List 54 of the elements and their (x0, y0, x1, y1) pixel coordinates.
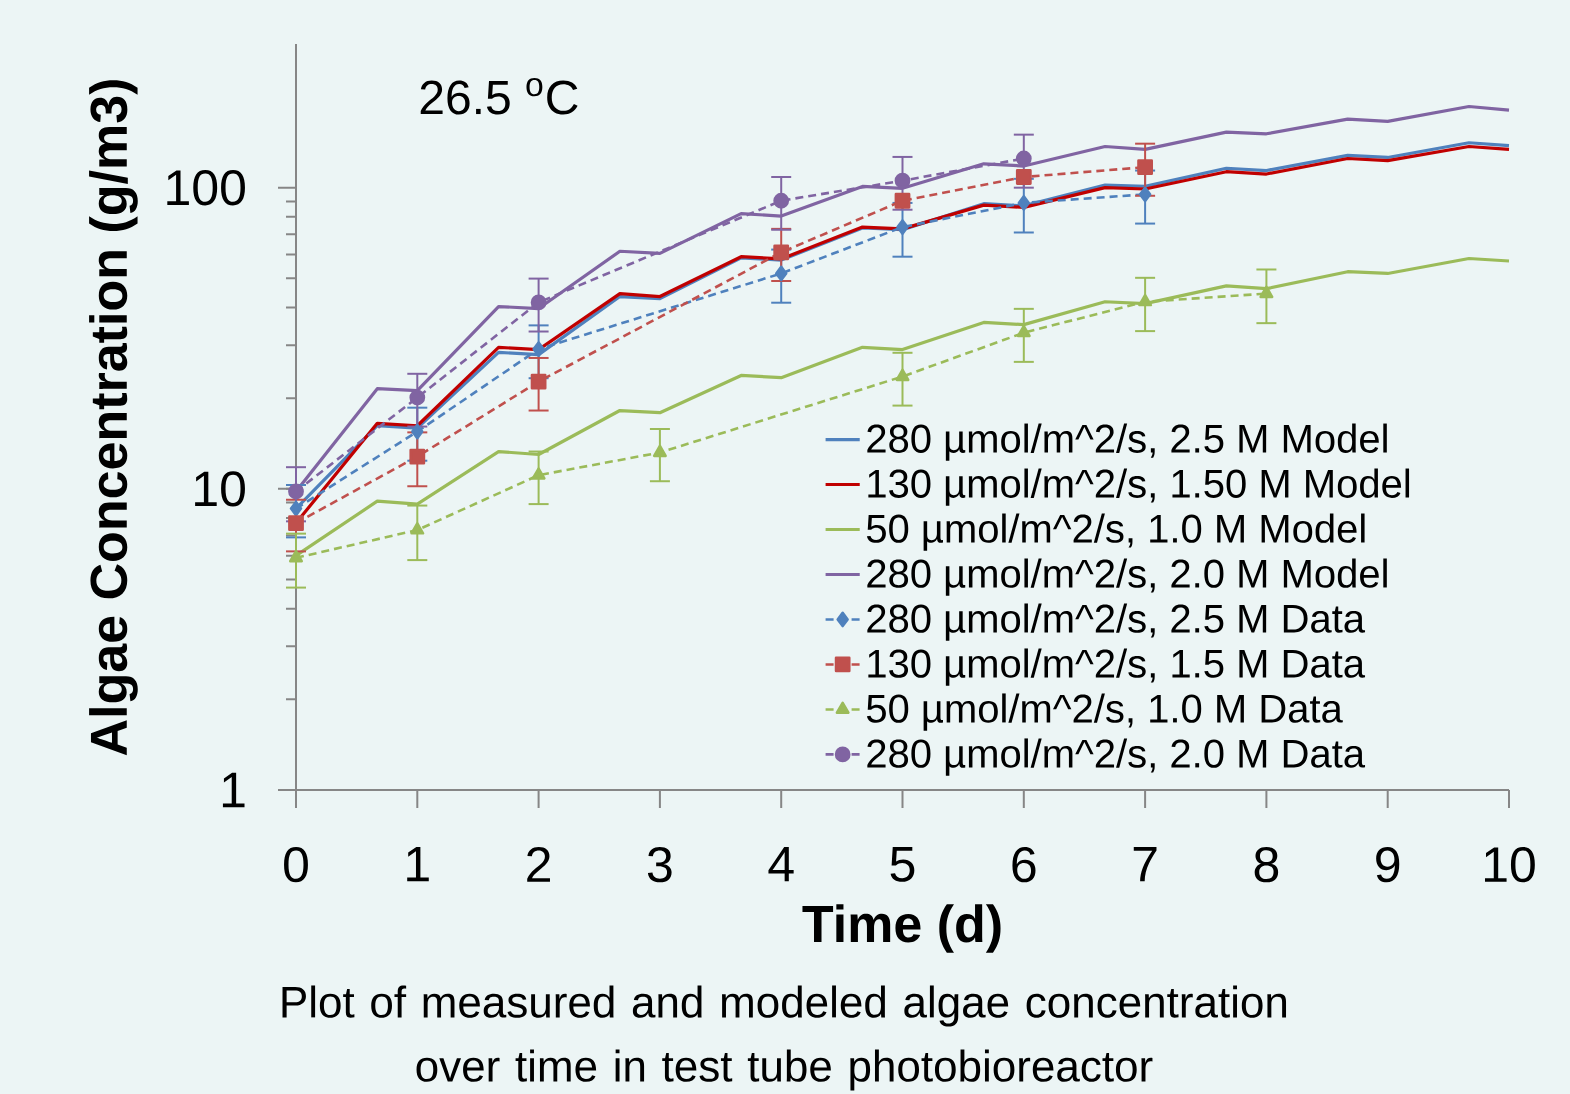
point (1016, 324, 1031, 338)
point (894, 172, 911, 189)
point (530, 294, 547, 311)
x-tick-label: 8 (1254, 846, 1279, 883)
x-axis-title: Time (d) (802, 904, 1001, 953)
y-tick-label: 10 (195, 471, 245, 507)
point (1137, 159, 1153, 176)
legend-label: 50 µmol/m^2/s, 1.0 M Model (866, 513, 1365, 551)
point (531, 467, 546, 480)
x-tick-label: 5 (890, 846, 915, 882)
x-tick-label: 2 (527, 846, 550, 882)
point (1138, 186, 1152, 203)
legend-label: 280 µmol/m^2/s, 2.0 M Data (867, 738, 1366, 776)
x-tick-label: 10 (1485, 846, 1535, 883)
point (288, 515, 304, 531)
x-tick-label: 6 (1012, 846, 1036, 883)
x-tick-label: 0 (284, 846, 308, 883)
y-tick-label: 100 (167, 169, 245, 206)
point (1259, 285, 1274, 299)
point (895, 368, 910, 382)
x-tick-label: 3 (647, 846, 672, 883)
point (409, 389, 426, 406)
y-tick-label: 1 (222, 772, 245, 808)
point (288, 483, 304, 500)
legend-label: 130 µmol/m^2/s, 1.5 M Data (868, 648, 1366, 686)
point (894, 192, 911, 209)
point (896, 219, 909, 235)
point (1015, 169, 1032, 185)
text: Plot of measured and modeled algae concentration over time in test tube photobioreactor (282, 985, 1287, 1091)
legend-label: 280 µmol/m^2/s, 2.5 M Model (867, 423, 1387, 461)
point (774, 265, 788, 282)
point (1017, 195, 1031, 211)
point (1015, 150, 1032, 167)
point (530, 373, 547, 390)
point (652, 444, 667, 458)
legend-label: 280 µmol/m^2/s, 2.0 M Model (867, 558, 1387, 596)
annotation: 26.5 $^{o}$C (420, 77, 578, 115)
point (532, 341, 545, 358)
point (409, 448, 426, 465)
x-tick-label: 1 (407, 846, 429, 882)
legend-label: 50 µmol/m^2/s, 1.0 M Data (866, 693, 1343, 731)
point (289, 500, 303, 517)
point (410, 522, 425, 535)
x-tick-label: 9 (1376, 846, 1400, 883)
x-tick-label: 4 (768, 846, 794, 882)
x-tick-label: 7 (1133, 846, 1157, 882)
point (773, 244, 790, 261)
y-axis-title: Algae Concentration (g/m3) (89, 80, 138, 756)
point (1138, 293, 1153, 307)
legend-label: 130 µmol/m^2/s, 1.50 M Model (868, 468, 1410, 506)
point (288, 549, 304, 563)
point (773, 192, 790, 209)
legend-label: 280 µmol/m^2/s, 2.5 M Data (867, 603, 1366, 641)
point (411, 423, 424, 440)
